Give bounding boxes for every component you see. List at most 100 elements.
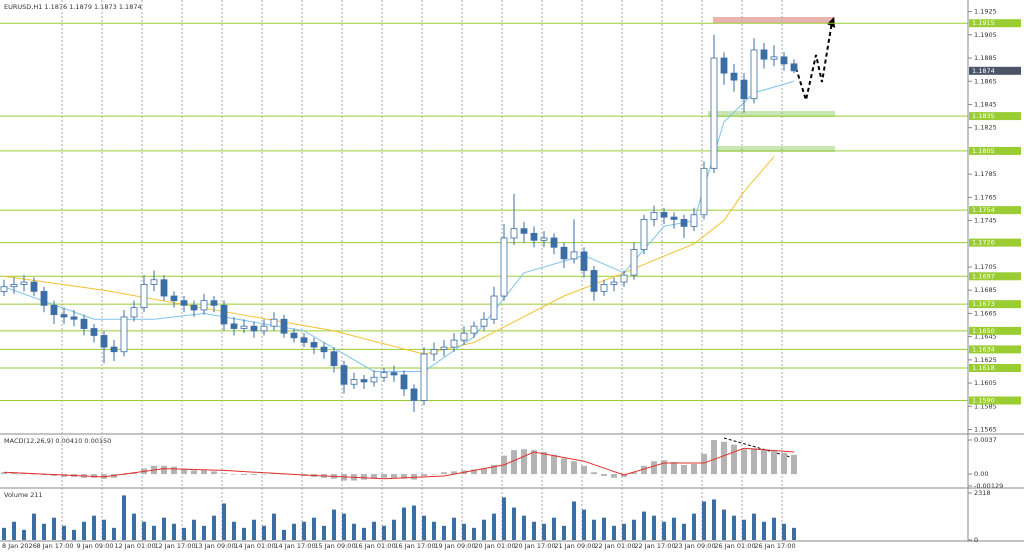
y-tick-label: 1.1785 [974, 170, 997, 178]
macd-signal [3, 447, 795, 480]
y-tick-label: 1.1625 [974, 356, 997, 364]
candle-body [500, 237, 508, 297]
macd-bar [391, 474, 397, 478]
macd-bar [31, 474, 37, 475]
volume-bar [382, 525, 386, 540]
candle-body [480, 318, 488, 327]
candle-body [540, 237, 548, 241]
candle-body [610, 281, 618, 285]
volume-bar [322, 525, 326, 540]
macd-tick-label: 0.0037 [974, 436, 997, 444]
macd-bar [761, 450, 767, 475]
volume-bar [672, 517, 676, 540]
volume-bar [42, 523, 46, 540]
level-tag [969, 206, 1021, 215]
volume-bar [182, 527, 186, 540]
x-tick-label: 14 Jan 01:00 [234, 542, 275, 550]
volume-bar [692, 513, 696, 540]
macd-bar [631, 472, 637, 475]
support-zone [713, 146, 835, 152]
volume-bar [152, 525, 156, 540]
macd-bar [781, 452, 787, 475]
candle-body [570, 251, 578, 260]
y-tick-label: 1.1665 [974, 309, 997, 317]
volume-bar [682, 523, 686, 540]
x-tick-label: 20 Jan 17:00 [514, 542, 555, 550]
candle-body [600, 284, 608, 292]
candle-body [40, 290, 48, 306]
candle-body [420, 353, 428, 401]
last-price-tag [969, 66, 1021, 75]
candle-body [550, 237, 558, 248]
candle-body [260, 325, 268, 332]
level-label: 1.1673 [972, 300, 995, 308]
macd-bar [791, 454, 797, 475]
volume-bar [752, 513, 756, 540]
candle-body [70, 316, 78, 320]
volume-bar [662, 521, 666, 540]
volume-bar [512, 507, 516, 540]
volume-bar [522, 515, 526, 540]
volume-bar [52, 517, 56, 540]
candle-body [200, 300, 208, 311]
candle-body [210, 300, 218, 306]
macd-tick-label: 0.00 [974, 470, 988, 478]
candle-body [530, 232, 538, 241]
candle-body [360, 379, 368, 383]
candle-body [60, 314, 68, 318]
volume-bar [242, 527, 246, 540]
volume-bar [732, 515, 736, 540]
volume-bar [32, 513, 36, 540]
candle-body [720, 57, 728, 74]
y-tick-label: 1.1845 [974, 100, 997, 108]
volume-bar [492, 513, 496, 540]
candle-body [580, 251, 588, 271]
last-price-label: 1.1874 [972, 67, 995, 75]
macd-bar [201, 470, 207, 475]
level-label: 1.1697 [972, 272, 995, 280]
volume-tick-label: 2318 [974, 489, 991, 497]
macd-bar [371, 474, 377, 479]
macd-bar [511, 450, 517, 475]
volume-bar [262, 525, 266, 540]
volume-bar [432, 521, 436, 540]
level-label: 1.1618 [972, 364, 995, 372]
macd-bar [551, 454, 557, 475]
volume-bar [82, 521, 86, 540]
moving-average [3, 156, 775, 355]
macd-bar [441, 472, 447, 475]
volume-bar [342, 513, 346, 540]
volume-bar [542, 523, 546, 540]
y-tick-label: 1.1825 [974, 124, 997, 132]
candle-body [590, 270, 598, 292]
volume-bar [22, 529, 26, 540]
level-tag [969, 300, 1021, 309]
candle-body [150, 279, 158, 285]
y-tick-label: 1.1565 [974, 426, 997, 434]
volume-tick-label: 0 [974, 536, 978, 544]
macd-bar [261, 474, 267, 475]
candle-body [310, 342, 318, 348]
macd-bar [161, 465, 167, 475]
volume-bar [412, 505, 416, 540]
candle-body [400, 374, 408, 390]
candle-body [340, 365, 348, 385]
candle-body [290, 332, 298, 339]
volume-bar [132, 513, 136, 540]
y-tick-label: 1.1645 [974, 333, 997, 341]
candle-body [740, 79, 748, 100]
candle-body [680, 219, 688, 227]
volume-bar [92, 515, 96, 540]
volume-label: Volume 211 [4, 491, 43, 499]
volume-bar [162, 517, 166, 540]
candle-body [640, 219, 648, 250]
candle-body [170, 295, 178, 302]
candle-body [220, 304, 228, 325]
candle-body [390, 372, 398, 376]
candle-body [430, 349, 438, 355]
macd-bar [651, 461, 657, 475]
candle-body [700, 167, 708, 216]
y-tick-label: 1.1605 [974, 379, 997, 387]
macd-bar [751, 448, 757, 475]
